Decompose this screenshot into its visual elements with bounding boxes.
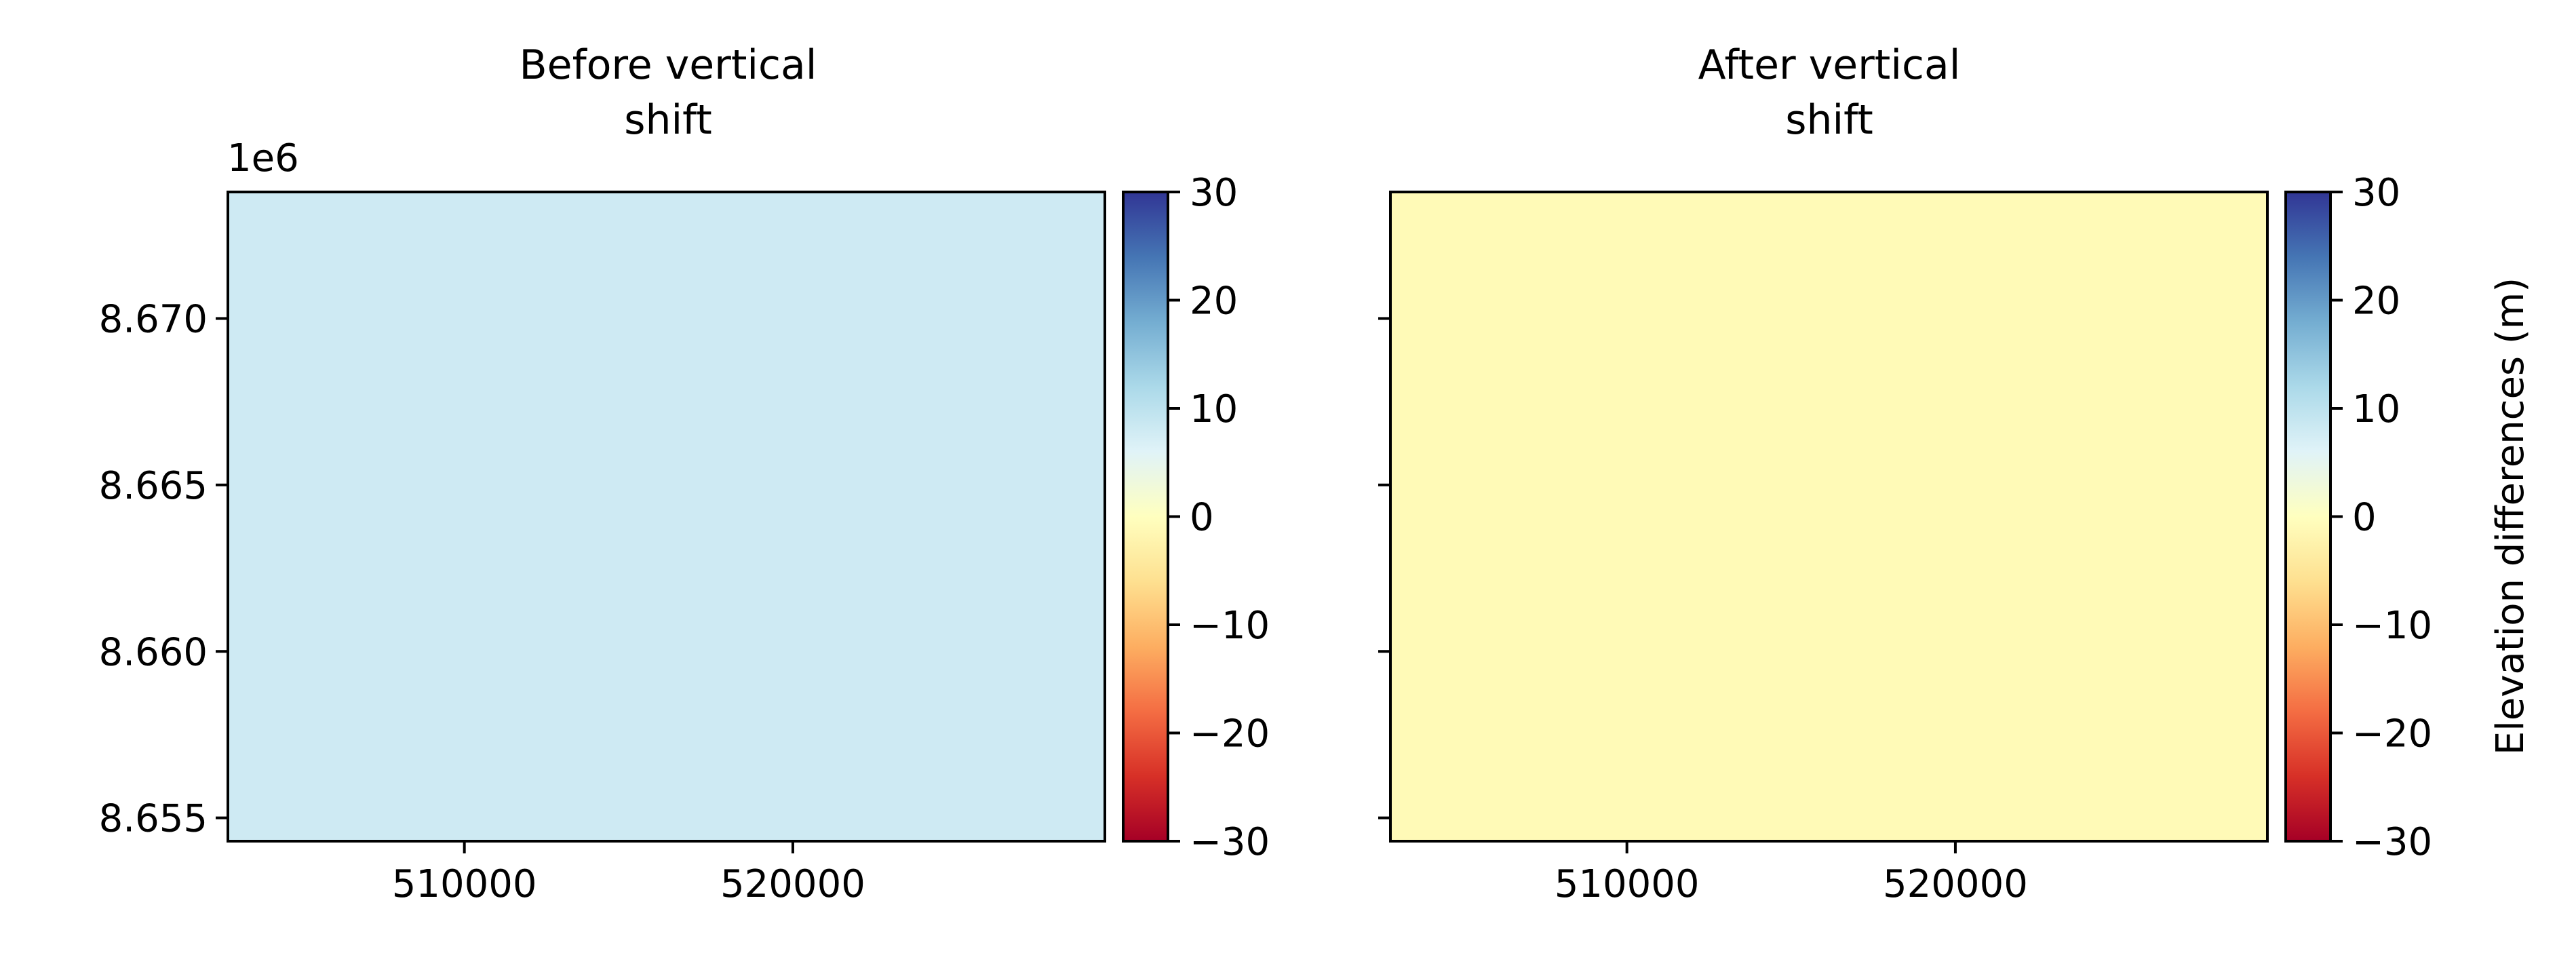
colorbar-tick-label: 0 — [1190, 496, 1214, 540]
panel-before: Before vertical shift 1e6 510000 520000 8… — [99, 41, 1270, 906]
colorbar-tick-label: 20 — [2352, 279, 2400, 324]
colorbar-ticks: 30 20 10 0 −10 −20 −30 — [2330, 171, 2432, 864]
colorbar-ticks: 30 20 10 0 −10 −20 −30 — [1168, 171, 1270, 864]
colorbar-tick-label: 0 — [2352, 496, 2377, 540]
x-tick-label: 520000 — [720, 862, 865, 906]
colorbar-tick-label: −20 — [2352, 712, 2432, 756]
colorbar-tick-label: 30 — [2352, 171, 2400, 215]
panel-after: After vertical shift 510000 520000 30 20 10… — [1378, 41, 2533, 906]
x-axis-ticks: 510000 520000 — [392, 841, 865, 906]
y-axis-ticks: 8.655 8.660 8.665 8.670 — [99, 297, 228, 841]
colorbar-tick-label: 10 — [1190, 387, 1238, 431]
x-tick-label: 510000 — [1555, 862, 1700, 906]
colorbar — [1122, 191, 1169, 843]
plot-frame — [1389, 191, 2269, 843]
elevation-difference-field — [1390, 192, 2267, 841]
colorbar-tick-label: 10 — [2352, 387, 2400, 431]
x-tick-label: 510000 — [392, 862, 537, 906]
colorbar-tick-label: −30 — [1190, 820, 1270, 864]
panel-title-line-2: shift — [1785, 96, 1873, 144]
y-offset-label: 1e6 — [227, 136, 299, 180]
x-axis-ticks: 510000 520000 — [1555, 841, 2028, 906]
colorbar-tick-label: −10 — [2352, 604, 2432, 648]
panel-title-line-1: After vertical — [1698, 41, 1961, 89]
colorbar — [2284, 191, 2332, 843]
elevation-difference-field — [228, 192, 1105, 841]
colorbar-tick-label: 20 — [1190, 279, 1238, 324]
panel-title-line-2: shift — [624, 96, 712, 144]
y-tick-label: 8.655 — [99, 797, 208, 841]
colorbar-label: Elevation differences (m) — [2489, 277, 2533, 755]
colorbar-tick-label: −30 — [2352, 820, 2432, 864]
y-tick-label: 8.670 — [99, 297, 208, 341]
y-tick-label: 8.660 — [99, 630, 208, 674]
colorbar-tick-label: −20 — [1190, 712, 1270, 756]
colorbar-tick-label: 30 — [1190, 171, 1238, 215]
colorbar-tick-label: −10 — [1190, 604, 1270, 648]
plot-frame — [227, 191, 1106, 843]
x-tick-label: 520000 — [1883, 862, 2028, 906]
y-axis-ticks — [1378, 317, 1390, 819]
panel-title-line-1: Before vertical — [520, 41, 817, 89]
y-tick-label: 8.665 — [99, 464, 208, 508]
